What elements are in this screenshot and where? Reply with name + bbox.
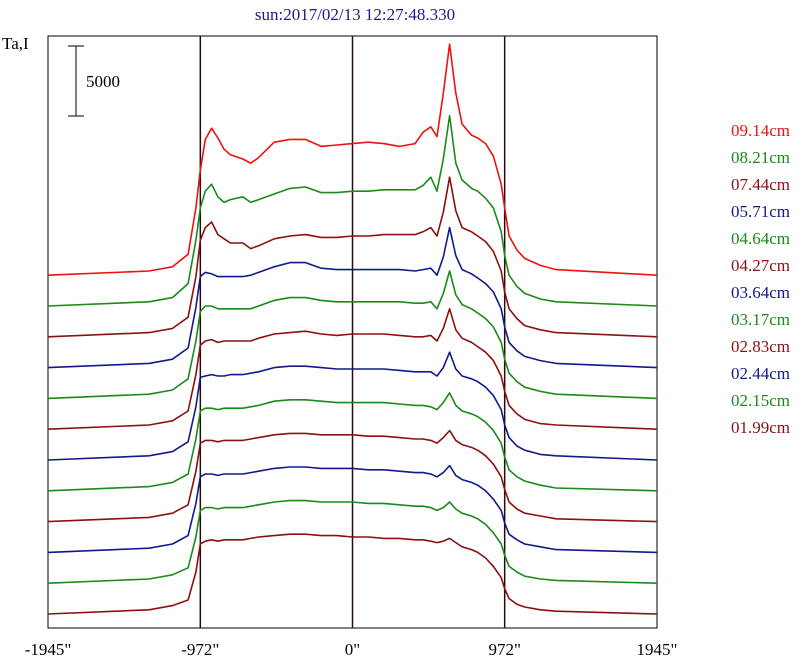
legend-entry: 02.44cm [731, 364, 790, 383]
y-axis-label: Ta,I [2, 34, 29, 53]
legend-entry: 05.71cm [731, 202, 790, 221]
x-tick-label: 972" [488, 640, 520, 659]
chart-title: sun:2017/02/13 12:27:48.330 [255, 5, 455, 24]
legend-entry: 04.64cm [731, 229, 790, 248]
x-tick-labels: -1945" -972" 0" 972" 1945" [25, 640, 678, 659]
series-line-07.44cm [47, 176, 658, 338]
series-line-04.64cm [47, 270, 658, 400]
series-line-02.15cm [47, 499, 658, 584]
series-line-01.99cm [47, 533, 658, 615]
series-lines [47, 43, 658, 615]
legend-entry: 01.99cm [731, 418, 790, 437]
x-tick-label: 0" [345, 640, 360, 659]
series-line-08.21cm [47, 114, 658, 307]
legend-entry: 08.21cm [731, 148, 790, 167]
series-line-05.71cm [47, 226, 658, 369]
legend-entry: 02.83cm [731, 337, 790, 356]
scale-bar-label: 5000 [86, 72, 120, 91]
series-line-03.17cm [47, 392, 658, 492]
x-tick-label: 1945" [637, 640, 678, 659]
series-line-02.83cm [47, 429, 658, 523]
reference-lines [199, 36, 506, 628]
x-tick-label: -1945" [25, 640, 72, 659]
legend-entry: 04.27cm [731, 256, 790, 275]
series-line-04.27cm [47, 308, 658, 430]
legend-entry: 09.14cm [731, 121, 790, 140]
legend-entry: 07.44cm [731, 175, 790, 194]
series-line-02.44cm [47, 464, 658, 554]
series-line-03.64cm [47, 351, 658, 461]
legend-entry: 03.64cm [731, 283, 790, 302]
legend-entry: 02.15cm [731, 391, 790, 410]
scale-bar: 5000 [68, 45, 120, 117]
x-tick-label: -972" [181, 640, 219, 659]
series-line-09.14cm [47, 43, 658, 276]
legend: 09.14cm 08.21cm 07.44cm 05.71cm 04.64cm 04.27… [731, 121, 790, 437]
legend-entry: 03.17cm [731, 310, 790, 329]
